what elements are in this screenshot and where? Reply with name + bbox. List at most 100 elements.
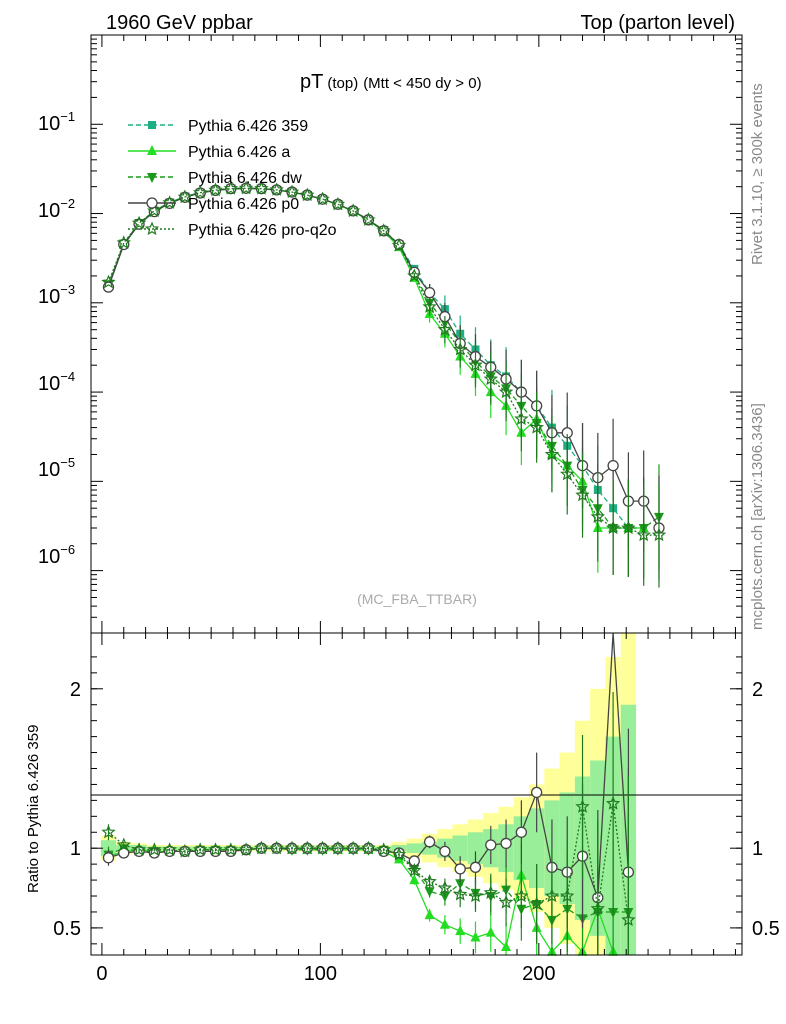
legend-item-dw: Pythia 6.426 dw — [128, 170, 302, 187]
ytick-label-1e-6: 10−6 — [38, 542, 75, 568]
point-proq2o — [330, 196, 346, 211]
series-line-dw — [107, 187, 660, 529]
series-p0 — [102, 182, 665, 581]
main-panel: 10−1 10−2 10−3 10−4 10−5 10−6 pT (top) (Mt… — [38, 34, 743, 634]
point-proq2o — [529, 420, 544, 434]
ratio-point-p0 — [439, 845, 451, 858]
point-p0 — [423, 286, 436, 299]
series-a — [103, 182, 649, 579]
ratio-point-proq2o — [483, 885, 498, 900]
point-proq2o — [376, 223, 391, 238]
xtick-label: 100 — [304, 963, 337, 985]
ratio-point-proq2o — [575, 799, 590, 813]
chart-title-sub: (top) — [327, 75, 358, 92]
point-proq2o — [238, 180, 254, 195]
ratio-point-p0 — [515, 826, 528, 838]
ratio-point-proq2o — [529, 896, 544, 911]
ratio-point-proq2o — [300, 840, 315, 855]
point-proq2o — [468, 357, 483, 372]
point-proq2o — [605, 520, 621, 535]
ratio-ytick-label-right: 0.5 — [752, 918, 780, 940]
legend-label-p0: Pythia 6.426 p0 — [188, 196, 299, 213]
point-proq2o — [636, 527, 651, 542]
point-proq2o — [101, 274, 116, 289]
point-proq2o — [254, 181, 269, 195]
point-proq2o — [391, 237, 407, 252]
ratio-point-proq2o — [101, 824, 116, 839]
point-proq2o — [269, 182, 284, 196]
ratio-point-a — [485, 926, 496, 937]
ratio-bands — [100, 633, 637, 955]
point-proq2o — [621, 520, 636, 535]
ratio-ylabel: Ratio to Pythia 6.426 359 — [25, 725, 42, 893]
legend-item-s359: Pythia 6.426 359 — [128, 118, 308, 135]
legend-marker-s359 — [148, 121, 156, 129]
legend-label-dw: Pythia 6.426 dw — [188, 170, 302, 187]
ratio-point-proq2o — [238, 842, 254, 856]
main-series — [101, 180, 667, 588]
legend-item-a: Pythia 6.426 a — [128, 144, 290, 161]
x-tick-labels: 0 100 200 — [96, 963, 555, 985]
ratio-point-p0 — [423, 836, 436, 848]
ratio-point-a — [470, 931, 481, 942]
ratio-point-p0 — [469, 861, 482, 873]
series-line-p0 — [107, 187, 660, 529]
series-line-a — [107, 188, 644, 529]
legend-marker-proq2o — [144, 221, 160, 236]
legend-marker-a — [147, 145, 157, 155]
main-ytick-labels: 10−1 10−2 10−3 10−4 10−5 10−6 — [38, 109, 75, 568]
point-proq2o — [208, 182, 223, 197]
point-proq2o — [177, 189, 193, 204]
point-proq2o — [223, 181, 238, 195]
ratio-ticks: 0.5 0.5 1 1 2 2 — [53, 633, 780, 955]
chart-title-main: pT — [300, 71, 323, 93]
ratio-series — [101, 632, 636, 956]
point-proq2o — [361, 212, 376, 227]
ratio-point-a — [424, 909, 435, 920]
point-proq2o — [437, 322, 453, 336]
point-proq2o — [514, 411, 529, 426]
ratio-ytick-label-right: 1 — [752, 838, 763, 860]
ratio-point-proq2o — [590, 901, 605, 915]
point-proq2o — [422, 299, 437, 313]
ratio-series-proq2o — [101, 691, 636, 955]
ratio-ytick-label: 2 — [70, 679, 81, 701]
ratio-frame — [90, 632, 743, 956]
band-green — [452, 835, 468, 861]
legend-label-s359: Pythia 6.426 359 — [188, 118, 308, 135]
ratio-line-p0 — [108, 632, 630, 898]
point-proq2o — [651, 527, 667, 542]
point-proq2o — [131, 215, 147, 230]
ratio-point-proq2o — [376, 842, 391, 856]
legend-label-proq2o: Pythia 6.426 pro-q2o — [188, 222, 337, 239]
ratio-point-a — [501, 941, 512, 952]
ratio-point-proq2o — [605, 796, 621, 810]
ratio-point-proq2o — [407, 862, 422, 877]
ratio-panel: 0.5 0.5 1 1 2 2 Ratio to Pythia 6.426 359 — [25, 632, 780, 956]
legend: Pythia 6.426 359 Pythia 6.426 a Pythia 6.4… — [128, 118, 337, 239]
ratio-point-proq2o — [315, 840, 330, 855]
point-proq2o — [162, 195, 177, 209]
ytick-label-1e-4: 10−4 — [38, 369, 75, 395]
ratio-point-proq2o — [468, 888, 483, 903]
ratio-point-a — [439, 918, 450, 929]
ratio-point-proq2o — [453, 886, 468, 901]
ratio-point-p0 — [454, 863, 466, 875]
ratio-point-proq2o — [498, 894, 514, 909]
ratio-point-proq2o — [361, 840, 376, 855]
ytick-label-1e-3: 10−3 — [38, 282, 75, 308]
xtick-label: 200 — [522, 963, 555, 985]
mcplots-label: mcplots.cern.ch [arXiv:1306.3436] — [749, 403, 766, 630]
series-dw — [103, 184, 664, 579]
ratio-point-proq2o — [131, 842, 147, 856]
ratio-point-proq2o — [162, 842, 177, 856]
ratio-point-proq2o — [223, 842, 238, 856]
ratio-point-proq2o — [422, 874, 437, 888]
series-line-s359 — [107, 187, 629, 529]
legend-label-a: Pythia 6.426 a — [188, 144, 290, 161]
point-proq2o — [147, 203, 162, 218]
point-proq2o — [498, 384, 514, 399]
ratio-point-proq2o — [254, 840, 269, 855]
ratio-point-p0 — [500, 837, 512, 850]
